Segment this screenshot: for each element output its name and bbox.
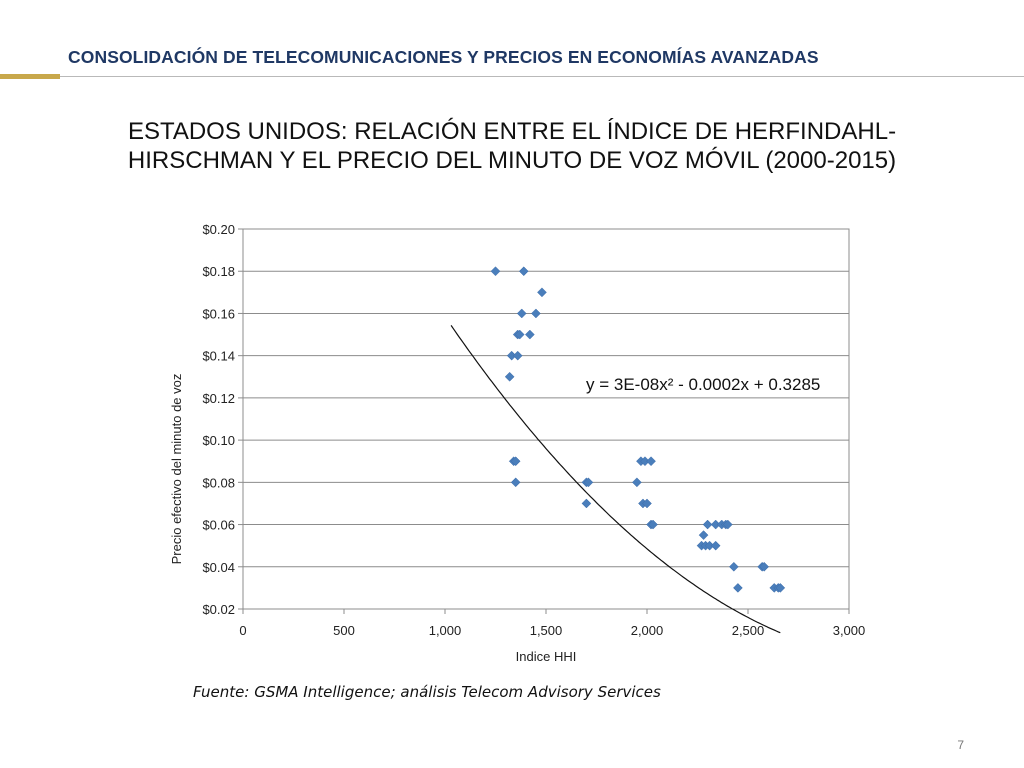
x-tick-label: 0 <box>239 623 246 638</box>
data-point <box>722 519 733 530</box>
data-point <box>775 583 786 593</box>
x-tick-label: 2,000 <box>631 623 664 638</box>
data-point <box>583 477 594 488</box>
y-tick-label: $0.12 <box>202 391 235 406</box>
data-point <box>759 561 770 572</box>
page-number: 7 <box>957 738 964 752</box>
y-tick-label: $0.18 <box>202 264 235 279</box>
y-tick-label: $0.08 <box>202 475 235 490</box>
data-point <box>537 287 547 298</box>
data-point <box>648 519 658 530</box>
y-tick-label: $0.02 <box>202 602 235 617</box>
data-point <box>514 329 525 340</box>
plot-frame <box>242 228 850 610</box>
y-tick-label: $0.16 <box>202 306 235 321</box>
data-point <box>512 350 523 361</box>
data-point <box>518 266 529 277</box>
slide-header-title: CONSOLIDACIÓN DE TELECOMUNICACIONES Y PR… <box>68 47 819 67</box>
data-point <box>729 561 739 572</box>
data-point <box>490 266 501 277</box>
header-divider <box>60 76 1024 77</box>
x-tick-label: 2,500 <box>732 623 765 638</box>
data-point <box>642 498 652 509</box>
data-point <box>510 456 521 467</box>
y-tick-label: $0.06 <box>202 518 235 533</box>
data-point <box>733 583 743 593</box>
x-tick-label: 500 <box>333 623 355 638</box>
trendline-equation: y = 3E-08x² - 0.0002x + 0.3285 <box>586 375 820 394</box>
y-tick-label: $0.14 <box>202 349 235 364</box>
data-point <box>632 477 642 488</box>
source-note: Fuente: GSMA Intelligence; análisis Tele… <box>193 683 661 701</box>
data-point <box>710 540 721 551</box>
x-tick-label: 1,000 <box>429 623 462 638</box>
trendline-curve <box>450 325 781 634</box>
data-point <box>702 519 713 530</box>
data-point <box>646 456 656 467</box>
chart-title: ESTADOS UNIDOS: RELACIÓN ENTRE EL ÍNDICE… <box>127 118 897 174</box>
x-axis-label: Indice HHI <box>516 649 577 664</box>
data-point <box>524 329 535 340</box>
trendline <box>450 325 781 634</box>
data-point <box>698 530 709 540</box>
data-point <box>581 498 592 509</box>
tick-labels: $0.02 $0.04 $0.06 $0.08 $0.10 $0.12 $0.14 $0.16… <box>202 222 865 638</box>
y-axis-label: Precio efectivo del minuto de voz <box>169 374 184 565</box>
y-tick-label: $0.10 <box>202 433 235 448</box>
data-point <box>531 308 541 319</box>
x-tick-label: 1,500 <box>530 623 563 638</box>
data-point <box>504 371 515 382</box>
data-point <box>516 308 527 319</box>
data-points <box>490 266 786 593</box>
header-accent-bar <box>0 74 60 79</box>
data-point <box>510 477 521 488</box>
y-tick-label: $0.20 <box>202 222 235 237</box>
grid-lines <box>243 228 849 610</box>
axes <box>238 228 850 614</box>
x-tick-label: 3,000 <box>833 623 866 638</box>
y-tick-label: $0.04 <box>202 560 235 575</box>
